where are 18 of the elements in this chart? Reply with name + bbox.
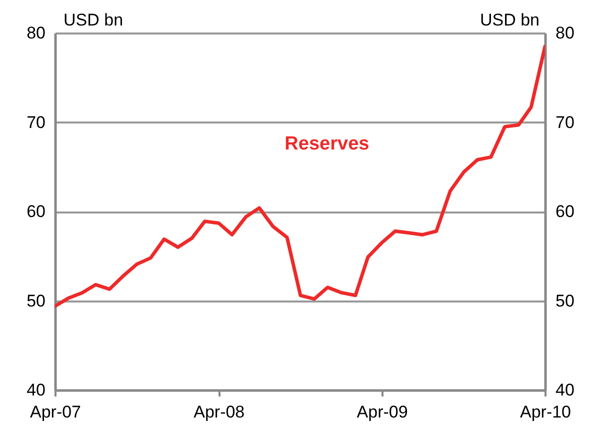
x-tick-label: Apr-07: [30, 402, 82, 422]
line-series: [55, 44, 545, 308]
y2-tick-label: 40: [556, 380, 574, 400]
x-tick-label: Apr-10: [520, 402, 572, 422]
y-tick-label: 50: [26, 291, 46, 310]
x-tick-label: Apr-09: [356, 402, 408, 422]
y-tick-label: 60: [26, 202, 46, 221]
y2-tick-label: 60: [556, 202, 574, 221]
x-tick-label: Apr-08: [194, 402, 245, 422]
y-tick-label: 80: [26, 24, 46, 42]
y-tick-label: 40: [26, 380, 46, 400]
y-tick-label: 70: [26, 112, 46, 132]
text: Reserves: [284, 134, 370, 155]
y2-tick-label: 50: [556, 291, 574, 310]
y2-tick-label: 80: [556, 24, 574, 42]
y2-tick-label: 70: [556, 112, 574, 132]
y2-axis-title: USD bn: [480, 10, 540, 30]
y-axis-title: USD bn: [64, 10, 124, 30]
